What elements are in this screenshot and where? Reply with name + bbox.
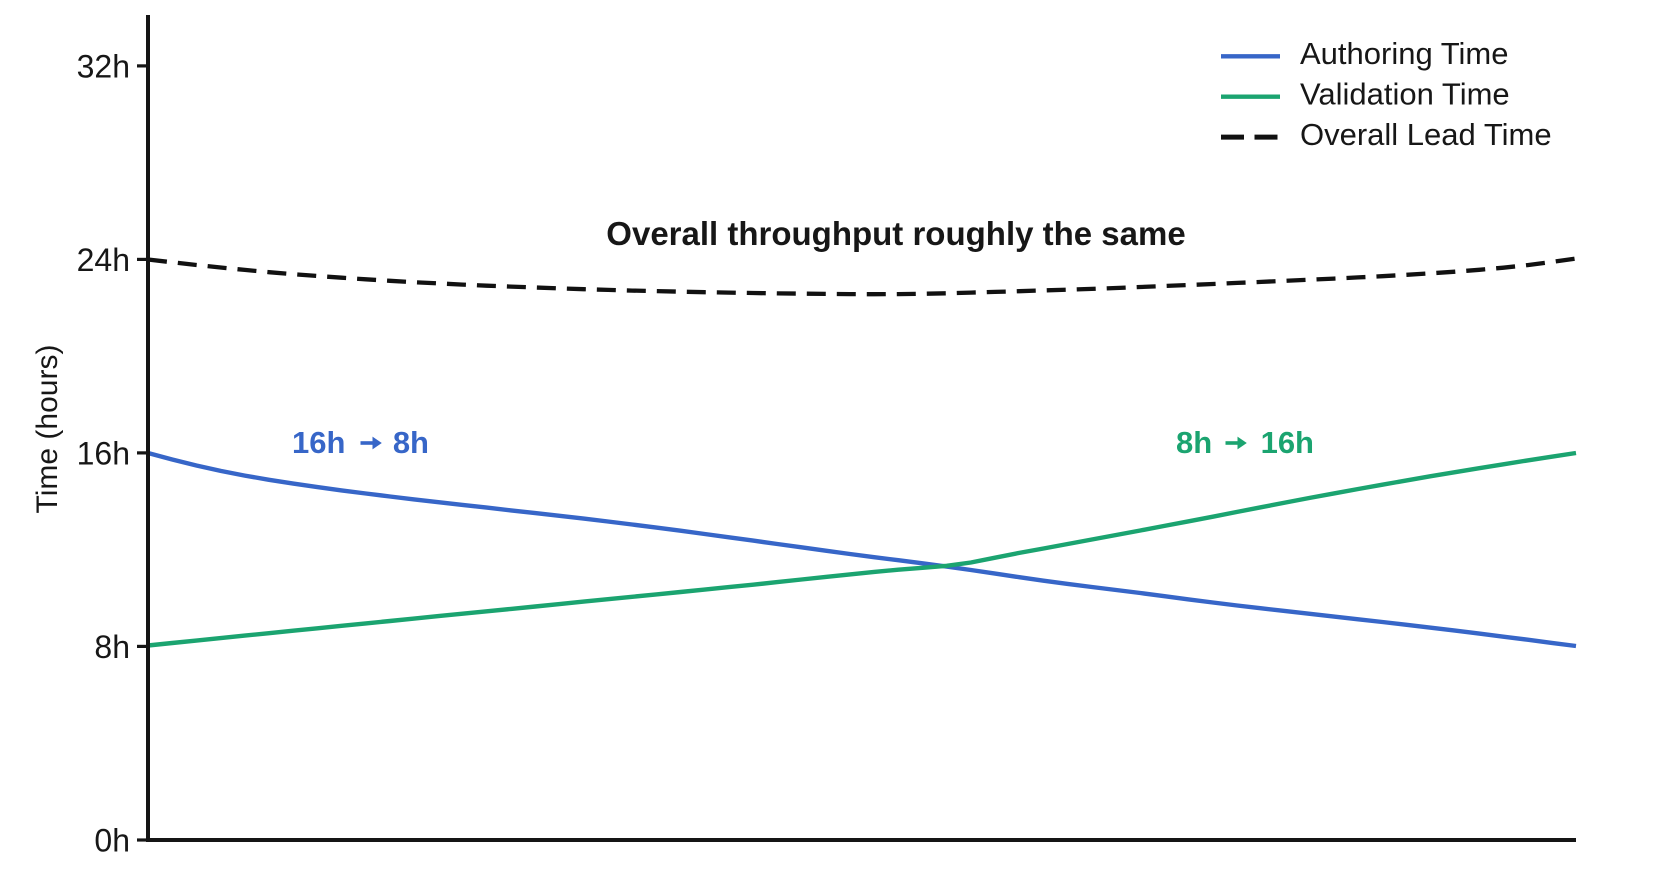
svg-text:16h: 16h [77, 436, 130, 472]
svg-text:8h: 8h [1176, 425, 1212, 460]
svg-text:Overall throughput roughly the: Overall throughput roughly the same [606, 215, 1185, 252]
svg-text:Authoring Time: Authoring Time [1300, 36, 1509, 71]
svg-text:8h: 8h [94, 629, 130, 665]
svg-text:16h: 16h [1261, 425, 1314, 460]
svg-text:24h: 24h [77, 242, 130, 278]
svg-text:8h: 8h [393, 425, 429, 460]
svg-text:16h: 16h [292, 425, 345, 460]
svg-text:0h: 0h [94, 823, 130, 859]
svg-text:Overall Lead Time: Overall Lead Time [1300, 117, 1552, 152]
svg-text:Time (hours): Time (hours) [31, 345, 64, 514]
svg-text:Validation Time: Validation Time [1300, 77, 1510, 112]
svg-text:32h: 32h [77, 49, 130, 85]
